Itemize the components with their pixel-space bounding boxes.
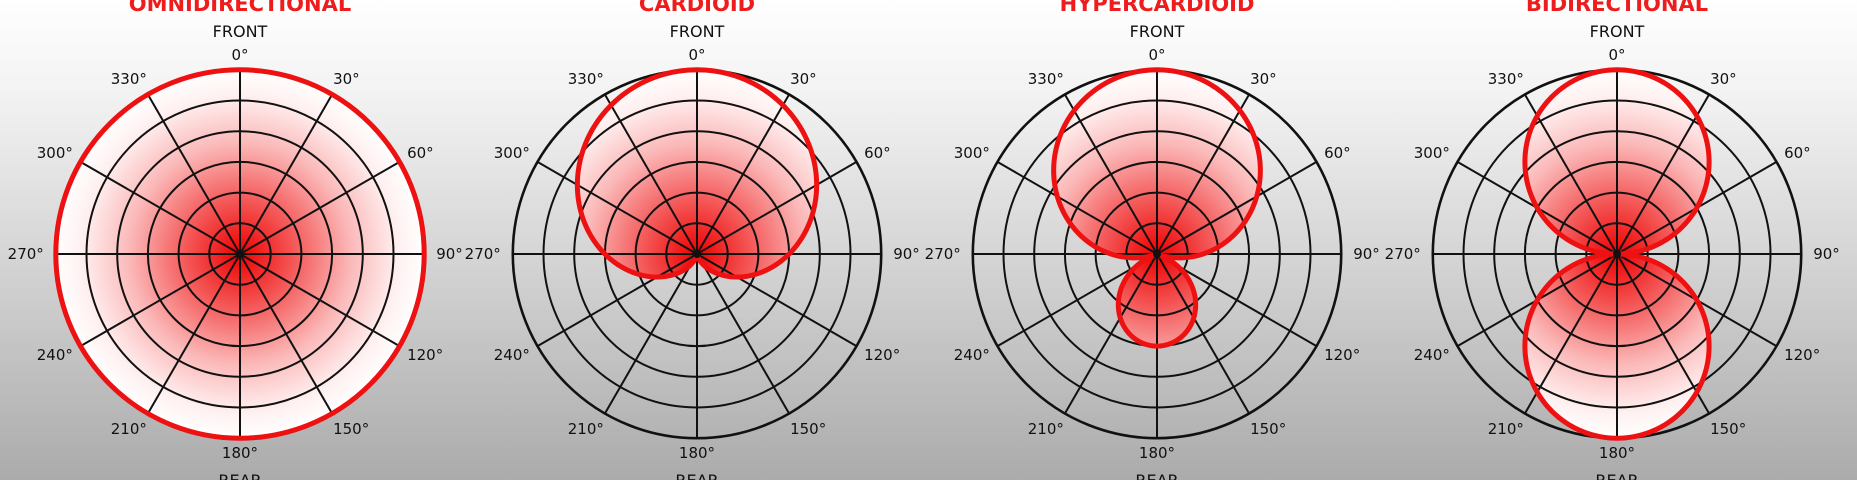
- grid-spoke: [696, 253, 790, 415]
- rear-label: REAR: [218, 471, 261, 480]
- angle-label: 330°: [111, 70, 147, 88]
- angle-label: 60°: [864, 144, 891, 162]
- grid-spoke: [79, 161, 241, 255]
- angle-label: 300°: [1414, 144, 1450, 162]
- angle-label: 0°: [231, 46, 248, 64]
- grid-spoke: [696, 253, 858, 347]
- angle-label: 330°: [1028, 70, 1064, 88]
- angle-label: 180°: [679, 444, 715, 462]
- angle-label: 240°: [1414, 346, 1450, 364]
- angle-label: 30°: [1710, 70, 1737, 88]
- grid-spoke: [239, 161, 401, 255]
- angle-label: 270°: [8, 245, 44, 263]
- pattern-outline: [1522, 67, 1712, 441]
- angle-label: 60°: [407, 144, 434, 162]
- angle-label: 150°: [1710, 420, 1746, 438]
- angle-label: 0°: [1148, 46, 1165, 64]
- angle-label: 210°: [568, 420, 604, 438]
- pattern-title: BIDIRECTIONAL: [1526, 0, 1708, 16]
- grid-spoke: [147, 93, 241, 255]
- angle-label: 210°: [1488, 420, 1524, 438]
- grid-spoke: [1616, 93, 1710, 255]
- front-label: FRONT: [1590, 22, 1645, 41]
- angle-label: 300°: [954, 144, 990, 162]
- grid-spoke: [696, 93, 790, 255]
- rear-label: REAR: [1135, 471, 1178, 480]
- angle-label: 0°: [688, 46, 705, 64]
- angle-label: 150°: [790, 420, 826, 438]
- grid-spoke: [1156, 93, 1250, 255]
- angle-label: 180°: [222, 444, 258, 462]
- grid-spoke: [1064, 253, 1158, 415]
- front-label: FRONT: [213, 22, 268, 41]
- pattern-title: OMNIDIRECTIONAL: [129, 0, 352, 16]
- angle-label: 270°: [925, 245, 961, 263]
- angle-label: 300°: [37, 144, 73, 162]
- grid-spoke: [696, 161, 858, 255]
- angle-label: 60°: [1324, 144, 1351, 162]
- angle-label: 30°: [790, 70, 817, 88]
- angle-label: 210°: [111, 420, 147, 438]
- center-point: [236, 250, 244, 258]
- grid-spoke: [1064, 93, 1158, 255]
- grid-spoke: [239, 253, 401, 347]
- angle-label: 120°: [1784, 346, 1820, 364]
- grid-spoke: [604, 253, 698, 415]
- polar-diagram-cardioid: CARDIOID FRONT REAR 0° 30° 60° 90° 120° 150° 180°…: [465, 0, 920, 480]
- front-label: FRONT: [1130, 22, 1185, 41]
- grid-spoke: [239, 93, 333, 255]
- polar-diagram-omni: OMNIDIRECTIONAL FRONT REAR 0° 30° 60° 90° 120° 1…: [8, 0, 463, 480]
- angle-label: 120°: [864, 346, 900, 364]
- grid-spoke: [79, 253, 241, 347]
- angle-label: 90°: [1813, 245, 1840, 263]
- grid-spoke: [239, 253, 333, 415]
- angle-label: 120°: [407, 346, 443, 364]
- angle-label: 150°: [1250, 420, 1286, 438]
- grid-spoke: [147, 253, 241, 415]
- grid-spoke: [1616, 253, 1710, 415]
- angle-label: 150°: [333, 420, 369, 438]
- angle-label: 180°: [1599, 444, 1635, 462]
- pattern-outline: [1051, 67, 1263, 349]
- angle-label: 270°: [1385, 245, 1421, 263]
- angle-label: 60°: [1784, 144, 1811, 162]
- grid-spoke: [1156, 253, 1250, 415]
- pattern-title: HYPERCARDIOID: [1060, 0, 1255, 16]
- grid-spoke: [1524, 253, 1618, 415]
- angle-label: 240°: [494, 346, 530, 364]
- rear-label: REAR: [1595, 471, 1638, 480]
- polar-diagram-bidirectional: BIDIRECTIONAL FRONT REAR 0° 30° 60° 90° 120° 150…: [1385, 0, 1840, 480]
- polar-diagram-hypercardioid: HYPERCARDIOID FRONT REAR 0° 30° 60° 90° 120° 150…: [925, 0, 1380, 480]
- angle-label: 30°: [1250, 70, 1277, 88]
- rear-label: REAR: [675, 471, 718, 480]
- center-point: [1153, 250, 1161, 258]
- pattern-outline: [53, 67, 427, 441]
- angle-label: 90°: [1353, 245, 1380, 263]
- angle-label: 120°: [1324, 346, 1360, 364]
- center-point: [1613, 250, 1621, 258]
- angle-label: 330°: [568, 70, 604, 88]
- grid-spoke: [1524, 93, 1618, 255]
- angle-label: 240°: [37, 346, 73, 364]
- angle-label: 300°: [494, 144, 530, 162]
- center-point: [693, 250, 701, 258]
- grid-spoke: [1156, 161, 1318, 255]
- angle-label: 90°: [893, 245, 920, 263]
- grid-spoke: [536, 161, 698, 255]
- grid-spoke: [996, 161, 1158, 255]
- angle-label: 240°: [954, 346, 990, 364]
- grid-spoke: [604, 93, 698, 255]
- angle-label: 330°: [1488, 70, 1524, 88]
- angle-label: 210°: [1028, 420, 1064, 438]
- angle-label: 0°: [1608, 46, 1625, 64]
- angle-label: 30°: [333, 70, 360, 88]
- angle-label: 180°: [1139, 444, 1175, 462]
- angle-label: 90°: [436, 245, 463, 263]
- angle-label: 270°: [465, 245, 501, 263]
- pattern-title: CARDIOID: [639, 0, 755, 16]
- grid-spoke: [536, 253, 698, 347]
- front-label: FRONT: [670, 22, 725, 41]
